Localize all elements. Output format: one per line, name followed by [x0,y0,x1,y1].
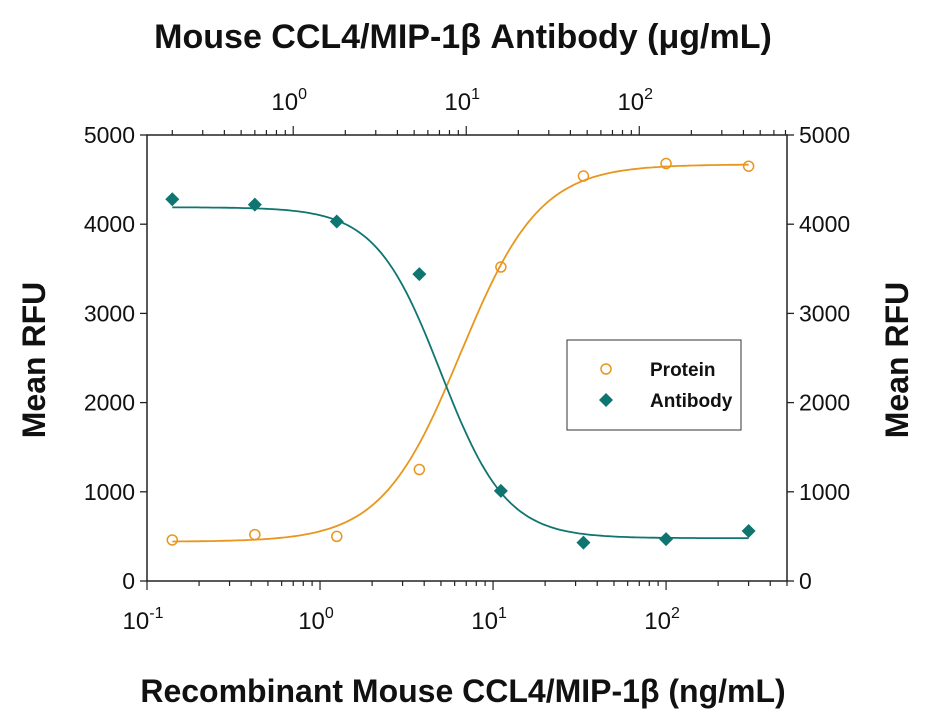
top-x-tick-label: 100 [271,86,307,116]
antibody-point [659,532,674,547]
legend: Protein Antibody [566,339,742,431]
y-tick-label-right: 3000 [799,300,850,326]
y-tick-label-right: 1000 [799,479,850,505]
antibody-fit-curve [172,206,749,540]
protein-point [331,530,343,543]
antibody-point [412,267,427,282]
protein-point [577,170,590,182]
x-tick-label: 102 [644,605,680,635]
x-tick-label: 10-1 [123,605,164,635]
y-tick-label-right: 2000 [799,390,850,416]
x-axis-label: Recombinant Mouse CCL4/MIP-1β (ng/mL) [140,673,785,709]
x-tick-label: 101 [471,605,507,635]
legend-box [566,339,742,431]
antibody-point [165,192,180,207]
y-tick-label-right: 5000 [799,122,850,148]
legend-protein-marker [600,363,612,375]
antibody-point [576,535,591,550]
protein-point [495,261,507,273]
y-axis-label-left: Mean RFU [16,282,52,438]
y-axis-label-right: Mean RFU [879,282,915,438]
data-points [165,157,756,550]
antibody-point [247,197,262,212]
chart-title: Mouse CCL4/MIP-1β Antibody (μg/mL) [154,18,772,56]
plot-frame [146,134,788,582]
antibody-point [329,214,344,229]
antibody-point [741,524,756,539]
protein-point [166,534,179,546]
y-tick-label-right: 4000 [799,211,850,237]
y-tick-label-left: 0 [122,568,135,594]
axis-ticks: 0 0 1000 1000 2000 2000 3000 3000 4000 4000 5000 50… [84,86,850,635]
protein-point [413,463,426,476]
protein-point [742,160,755,172]
y-tick-label-left: 3000 [84,300,135,326]
y-tick-label-left: 2000 [84,390,135,416]
y-tick-label-left: 5000 [84,122,135,148]
y-tick-label-right: 0 [799,568,812,594]
protein-point [660,157,672,170]
x-tick-label: 100 [298,605,334,635]
y-tick-label-left: 4000 [84,211,135,237]
legend-protein-label: Protein [650,360,715,381]
y-tick-label-left: 1000 [84,479,135,505]
legend-antibody-marker [599,393,613,407]
fit-curves [172,163,749,543]
antibody-point [493,483,508,498]
top-x-tick-label: 101 [444,86,480,116]
legend-antibody-label: Antibody [650,391,733,412]
protein-point [249,528,261,541]
protein-fit-curve [172,163,749,543]
top-x-tick-label: 102 [617,86,653,116]
